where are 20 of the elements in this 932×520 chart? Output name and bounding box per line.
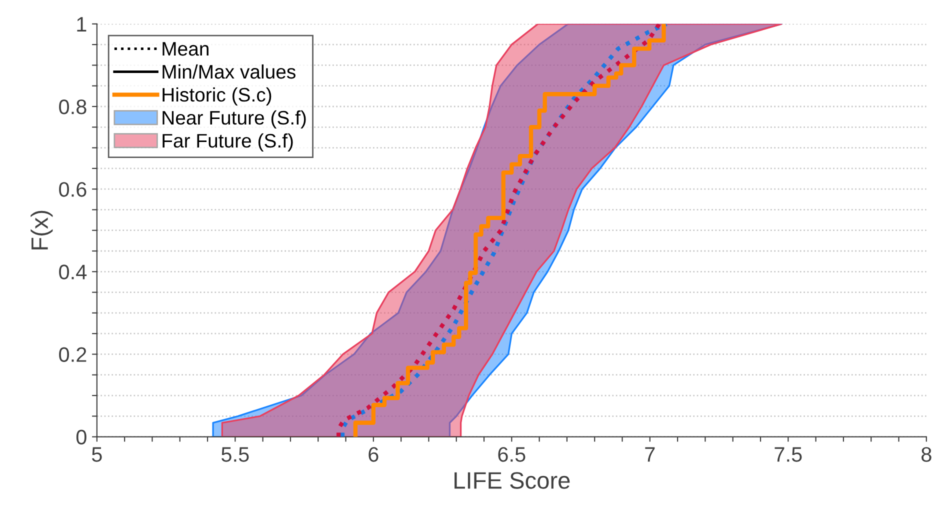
y-tick-label: 0.6 <box>59 182 86 197</box>
x-tick-label: 5.5 <box>222 447 249 462</box>
x-axis-title: LIFE Score <box>454 472 570 489</box>
x-tick-label: 5 <box>92 447 102 462</box>
legend-label: Near Future (S.f) <box>162 110 306 128</box>
x-tick-label: 6 <box>368 447 378 462</box>
y-tick-label: 0 <box>76 430 86 445</box>
x-tick-label: 7.5 <box>774 447 802 462</box>
x-tick-label: 8 <box>922 447 932 462</box>
y-tick-label: 0.2 <box>59 347 86 362</box>
y-tick-label: 1 <box>77 17 86 32</box>
x-tick-label: 6.5 <box>498 447 526 462</box>
y-axis-title: F(x) <box>30 210 53 250</box>
x-tick-label: 7 <box>645 447 655 462</box>
legend-label: Mean <box>162 42 208 56</box>
legend-label: Min/Max values <box>162 64 296 79</box>
legend-label: Far Future (S.f) <box>162 133 293 152</box>
y-tick-label: 0.8 <box>59 99 86 114</box>
y-tick-label: 0.4 <box>59 264 87 280</box>
legend-label: Historic (S.c) <box>162 87 272 106</box>
